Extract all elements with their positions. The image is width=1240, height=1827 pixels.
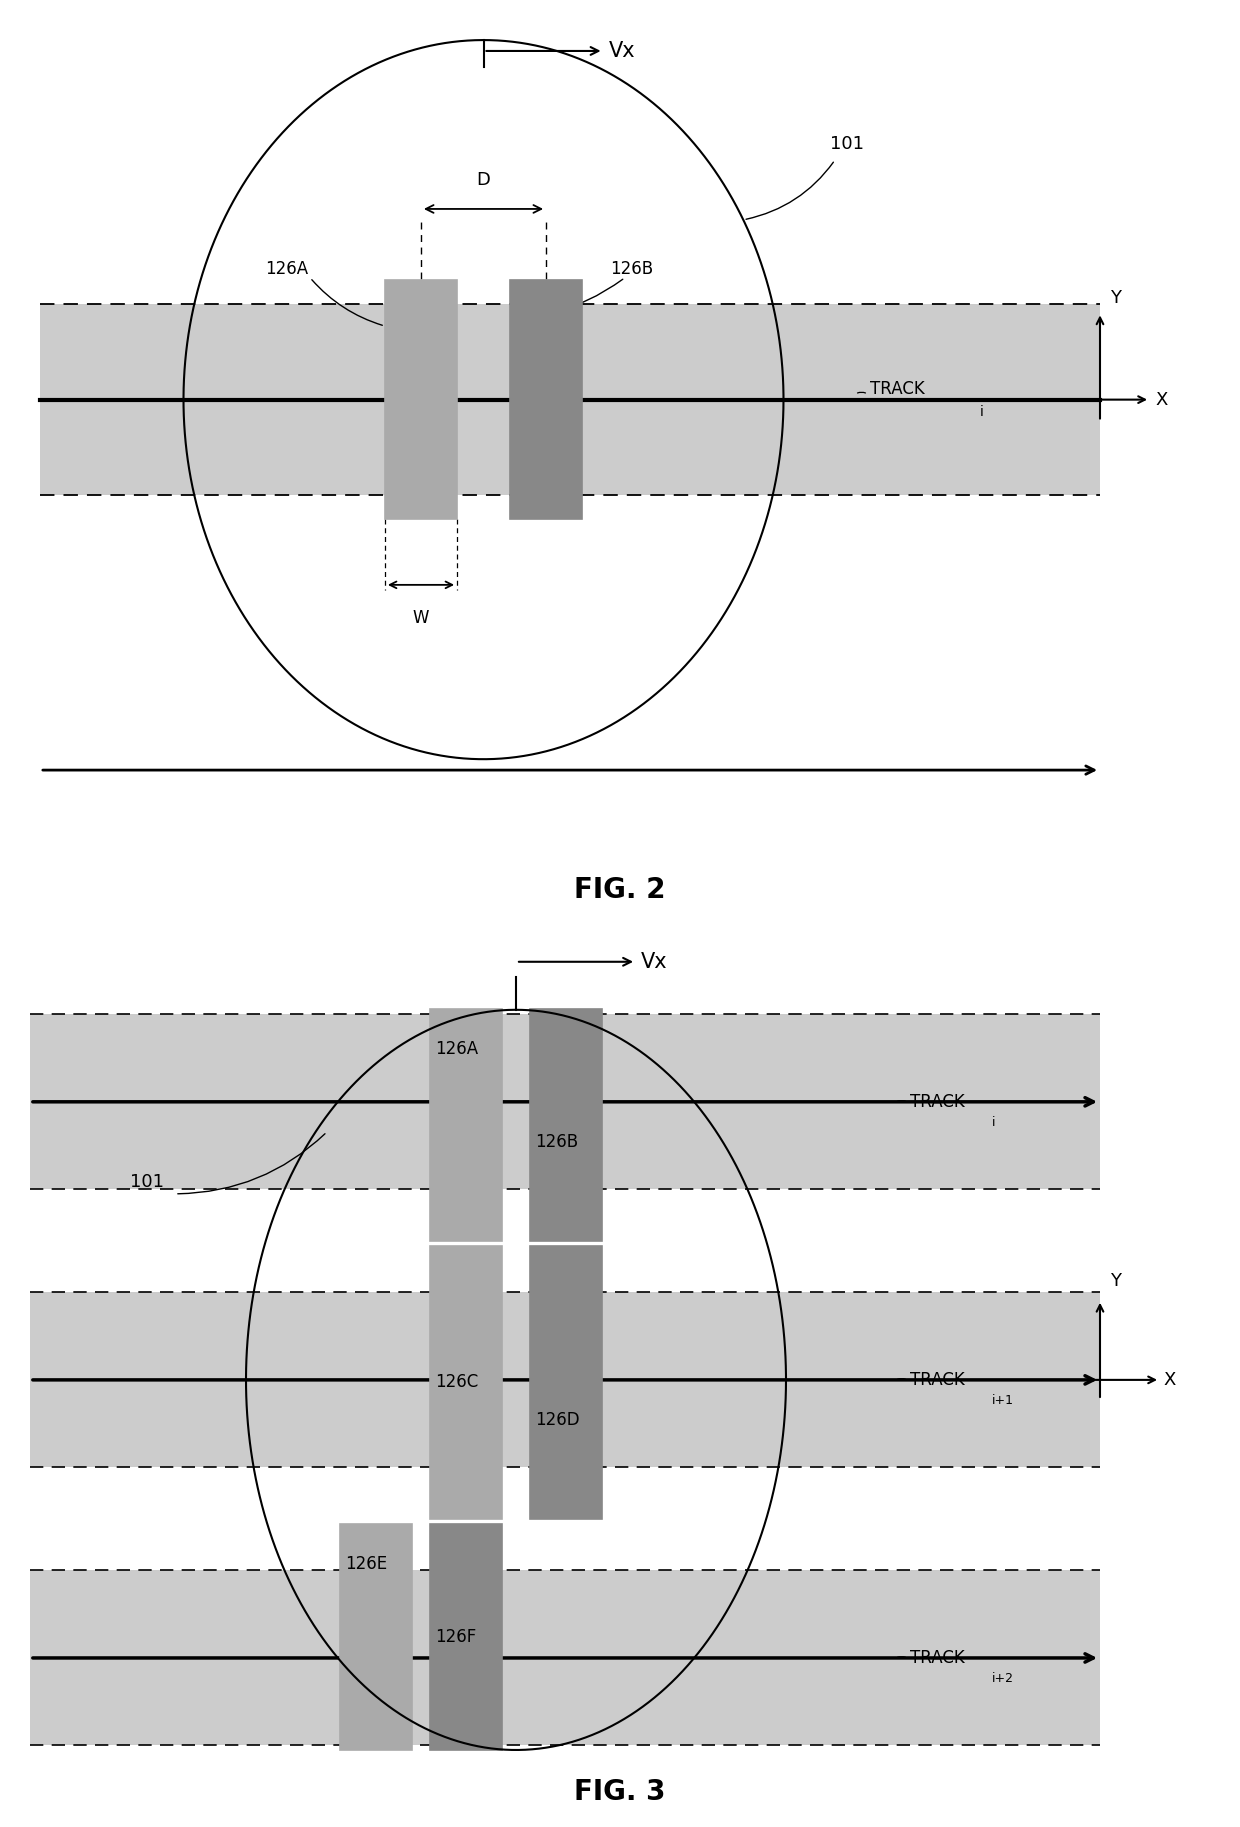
- Bar: [384, 280, 458, 519]
- Text: i+2: i+2: [992, 1672, 1014, 1684]
- Text: D: D: [476, 172, 491, 190]
- Text: i+1: i+1: [992, 1394, 1014, 1407]
- Text: FIG. 2: FIG. 2: [574, 875, 666, 904]
- Text: TRACK: TRACK: [910, 1650, 965, 1666]
- Text: X: X: [1154, 391, 1167, 409]
- Bar: [30, 1292, 1100, 1467]
- Text: 101: 101: [830, 135, 864, 153]
- Text: 126A: 126A: [265, 259, 308, 278]
- Text: 101: 101: [130, 1173, 164, 1191]
- Text: TRACK: TRACK: [910, 1093, 965, 1111]
- Text: Y: Y: [1110, 1272, 1121, 1290]
- Bar: [430, 1246, 502, 1518]
- Bar: [30, 1014, 1100, 1189]
- Text: TRACK: TRACK: [870, 380, 925, 398]
- Bar: [510, 280, 582, 519]
- Text: Y: Y: [1110, 289, 1121, 307]
- Text: i: i: [980, 406, 983, 418]
- Text: 126C: 126C: [435, 1372, 479, 1390]
- Text: i: i: [992, 1116, 996, 1129]
- Text: 126B: 126B: [534, 1133, 578, 1151]
- Bar: [40, 305, 1100, 495]
- Text: 126D: 126D: [534, 1410, 579, 1429]
- Text: 126E: 126E: [345, 1555, 387, 1573]
- Bar: [30, 1571, 1100, 1745]
- Text: Vx: Vx: [609, 40, 635, 60]
- Bar: [430, 1524, 502, 1750]
- Bar: [529, 1009, 601, 1241]
- Text: 126F: 126F: [435, 1628, 476, 1646]
- Text: X: X: [1163, 1370, 1176, 1389]
- Text: Vx: Vx: [641, 952, 667, 972]
- Text: TRACK: TRACK: [910, 1370, 965, 1389]
- Text: FIG. 3: FIG. 3: [574, 1778, 666, 1807]
- Text: H: H: [441, 391, 455, 409]
- Bar: [340, 1524, 412, 1750]
- Text: 126B: 126B: [610, 259, 653, 278]
- Bar: [529, 1246, 601, 1518]
- Text: W: W: [413, 608, 429, 627]
- Bar: [430, 1009, 502, 1241]
- Text: 126A: 126A: [435, 1040, 479, 1058]
